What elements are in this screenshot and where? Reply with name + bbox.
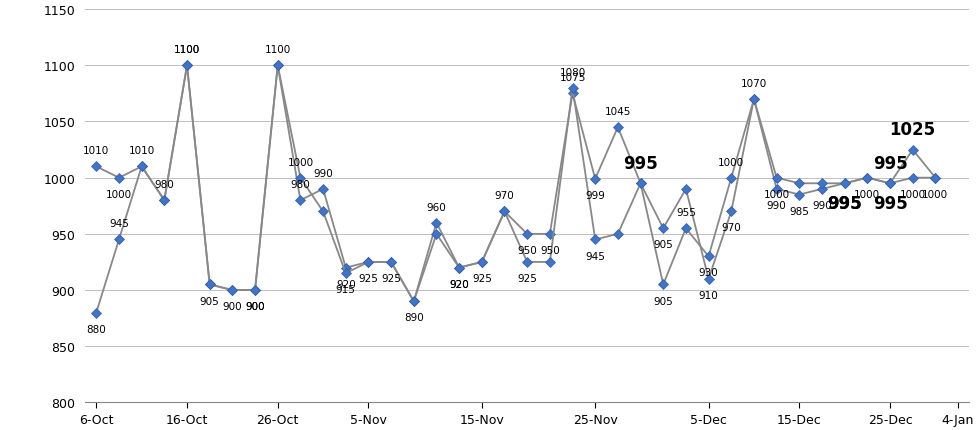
Text: 1075: 1075: [560, 73, 586, 83]
Text: 900: 900: [222, 301, 242, 311]
Text: 925: 925: [517, 273, 537, 283]
Text: 1000: 1000: [922, 189, 949, 200]
Text: 950: 950: [517, 246, 537, 255]
Text: 960: 960: [426, 202, 446, 212]
Text: 880: 880: [86, 324, 106, 334]
Text: 925: 925: [381, 273, 401, 283]
Text: 1000: 1000: [763, 189, 790, 200]
Text: 920: 920: [449, 279, 469, 289]
Text: 1000: 1000: [718, 157, 745, 167]
Text: 970: 970: [721, 223, 741, 233]
Text: 900: 900: [245, 301, 265, 311]
Text: 905: 905: [654, 296, 673, 306]
Text: 890: 890: [404, 313, 423, 322]
Text: 1080: 1080: [560, 68, 586, 77]
Text: 995: 995: [872, 155, 907, 173]
Text: 920: 920: [336, 279, 356, 289]
Text: 955: 955: [676, 208, 696, 218]
Text: 1000: 1000: [855, 189, 880, 200]
Text: 1010: 1010: [83, 146, 110, 156]
Text: 1025: 1025: [890, 121, 936, 139]
Text: 925: 925: [472, 273, 492, 283]
Text: 945: 945: [585, 251, 605, 261]
Text: 999: 999: [585, 190, 605, 200]
Text: 1100: 1100: [173, 45, 200, 55]
Text: 990: 990: [812, 200, 832, 211]
Text: 995: 995: [623, 155, 658, 173]
Text: 1100: 1100: [265, 45, 291, 55]
Text: 980: 980: [155, 180, 174, 190]
Text: 985: 985: [789, 206, 809, 216]
Text: 910: 910: [699, 290, 718, 300]
Text: 950: 950: [540, 246, 560, 255]
Text: 930: 930: [699, 268, 718, 278]
Text: 915: 915: [336, 285, 356, 295]
Text: 1010: 1010: [128, 146, 155, 156]
Text: 1000: 1000: [106, 189, 132, 200]
Text: 900: 900: [245, 301, 265, 311]
Text: 1045: 1045: [605, 107, 631, 117]
Text: 1100: 1100: [173, 45, 200, 55]
Text: 905: 905: [200, 296, 220, 306]
Text: 990: 990: [314, 169, 333, 178]
Text: 945: 945: [109, 219, 129, 229]
Text: 1000: 1000: [287, 157, 314, 167]
Text: 995: 995: [827, 195, 862, 213]
Text: 995: 995: [827, 195, 862, 213]
Text: 925: 925: [359, 273, 378, 283]
Text: 905: 905: [654, 240, 673, 250]
Text: 970: 970: [495, 191, 514, 201]
Text: 995: 995: [872, 195, 907, 213]
Text: 1070: 1070: [741, 79, 767, 89]
Text: 1000: 1000: [900, 189, 926, 200]
Text: 990: 990: [766, 200, 787, 211]
Text: 920: 920: [449, 279, 469, 289]
Text: 980: 980: [290, 180, 311, 190]
